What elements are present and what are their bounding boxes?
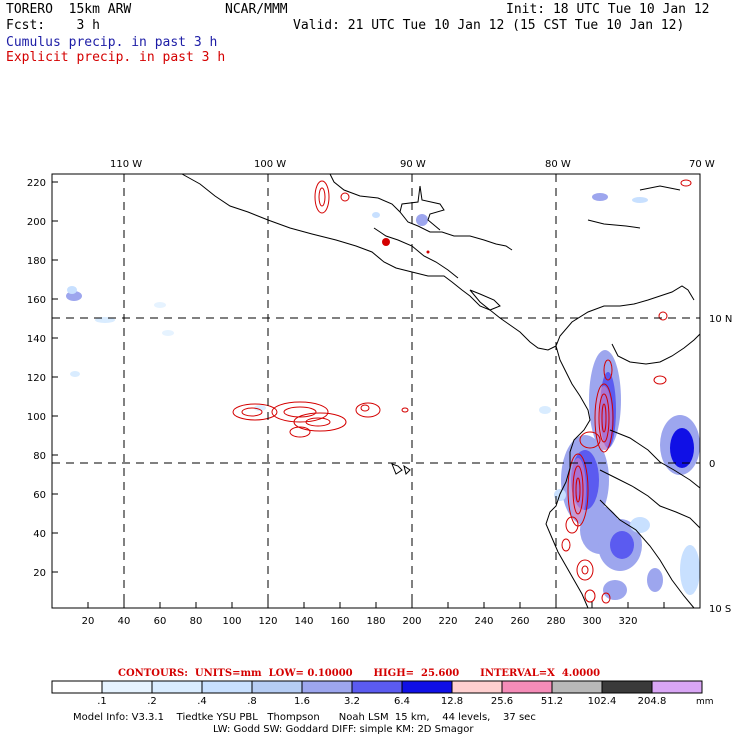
x-tick-label: 280 [546, 616, 565, 627]
x-tick-label: 260 [510, 616, 529, 627]
x-tick-label: 100 [222, 616, 241, 627]
colorbar-label: 3.2 [344, 696, 360, 707]
colorbar-label: .4 [197, 696, 207, 707]
x-tick-label: 120 [258, 616, 277, 627]
x-tick-label: 220 [438, 616, 457, 627]
explicit-precip-contours [232, 179, 692, 438]
left-axis-labels: 220 200 180 160 140 120 100 80 60 40 20 [27, 178, 46, 579]
contour-info: CONTOURS: UNITS=mm LOW= 0.10000 HIGH= 25… [118, 668, 601, 679]
model-title: TORERO 15km ARW [6, 2, 132, 17]
y-tick-label: 220 [27, 178, 46, 189]
x-tick-label: 140 [294, 616, 313, 627]
colorbar-swatch [301, 680, 353, 694]
colorbar-unit: mm [696, 697, 714, 707]
right-axis-labels: 10 N 0 10 S [709, 314, 732, 615]
colorbar-swatch [601, 680, 653, 694]
lon-label-80w: 80 W [545, 159, 571, 170]
colorbar-swatch [251, 680, 303, 694]
colorbar-swatch [501, 680, 553, 694]
lat-label-10n: 10 N [709, 314, 732, 325]
init-time: Init: 18 UTC Tue 10 Jan 12 [506, 2, 710, 17]
colorbar-label: 1.6 [294, 696, 310, 707]
x-tick-label: 60 [154, 616, 167, 627]
colorbar: .1 .2 .4 .8 1.6 3.2 6.4 12.8 25.6 51.2 102.4 204.8 m… [51, 680, 714, 707]
y-tick-label: 160 [27, 295, 46, 306]
colorbar-swatch [101, 680, 153, 694]
y-tick-label: 200 [27, 217, 46, 228]
colorbar-swatch [51, 680, 103, 694]
colorbar-swatch [401, 680, 453, 694]
physics-info-line: LW: Godd SW: Goddard DIFF: simple KM: 2D… [213, 724, 474, 735]
y-tick-label: 60 [33, 490, 46, 501]
x-tick-label: 240 [474, 616, 493, 627]
lon-label-110w: 110 W [110, 159, 142, 170]
colorbar-swatch [151, 680, 203, 694]
colorbar-label: .1 [97, 696, 107, 707]
y-tick-label: 20 [33, 568, 46, 579]
heavy-precip-band [382, 238, 614, 604]
colorbar-label: 25.6 [491, 696, 513, 707]
lon-label-90w: 90 W [400, 159, 426, 170]
colorbar-label: 51.2 [541, 696, 563, 707]
colorbar-swatch [551, 680, 603, 694]
x-tick-label: 320 [618, 616, 637, 627]
colorbar-label: 102.4 [588, 696, 617, 707]
x-tick-label: 300 [582, 616, 601, 627]
lat-label-0: 0 [709, 459, 715, 470]
organization-label: NCAR/MMM [225, 2, 288, 17]
y-tick-label: 100 [27, 412, 46, 423]
coastlines [181, 173, 701, 609]
lon-label-100w: 100 W [254, 159, 286, 170]
graticule [52, 174, 700, 608]
forecast-hour: Fcst: 3 h [6, 18, 100, 33]
y-tick-label: 180 [27, 256, 46, 267]
left-axis-ticks [52, 181, 58, 573]
colorbar-label: 204.8 [638, 696, 667, 707]
y-tick-label: 140 [27, 334, 46, 345]
x-tick-label: 200 [402, 616, 421, 627]
top-axis-labels: 110 W 100 W 90 W 80 W 70 W [110, 159, 715, 170]
bottom-axis-ticks [87, 602, 665, 608]
lon-label-70w: 70 W [689, 159, 715, 170]
colorbar-swatch [451, 680, 503, 694]
x-tick-label: 180 [366, 616, 385, 627]
colorbar-label: .2 [147, 696, 157, 707]
x-tick-label: 40 [118, 616, 131, 627]
x-tick-label: 160 [330, 616, 349, 627]
bottom-axis-labels: 20 40 60 80 100 120 140 160 180 200 220 … [82, 616, 638, 627]
colorbar-label: 6.4 [394, 696, 410, 707]
x-tick-label: 20 [82, 616, 95, 627]
valid-time: Valid: 21 UTC Tue 10 Jan 12 (15 CST Tue … [293, 18, 685, 33]
colorbar-swatch [201, 680, 253, 694]
colorbar-swatch [651, 680, 703, 694]
lat-label-10s: 10 S [709, 604, 731, 615]
colorbar-swatch [351, 680, 403, 694]
explicit-precip-label: Explicit precip. in past 3 h [6, 50, 226, 65]
y-tick-label: 120 [27, 373, 46, 384]
x-tick-label: 80 [190, 616, 203, 627]
y-tick-label: 80 [33, 451, 46, 462]
colorbar-label: .8 [247, 696, 257, 707]
cumulus-precip-label: Cumulus precip. in past 3 h [6, 35, 218, 50]
y-tick-label: 40 [33, 529, 46, 540]
colorbar-label: 12.8 [441, 696, 463, 707]
model-info-line: Model Info: V3.3.1 Tiedtke YSU PBL Thomp… [73, 712, 536, 723]
